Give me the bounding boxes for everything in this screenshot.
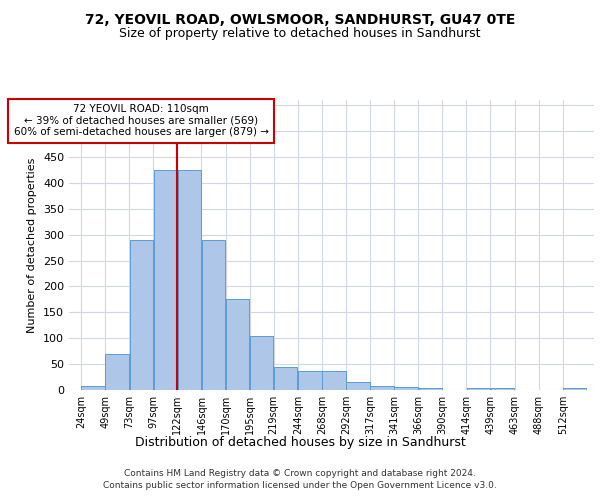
Text: 72, YEOVIL ROAD, OWLSMOOR, SANDHURST, GU47 0TE: 72, YEOVIL ROAD, OWLSMOOR, SANDHURST, GU… [85,12,515,26]
Bar [82,386,105,390]
Bar [130,240,153,390]
Bar [563,388,586,390]
Bar [274,366,298,390]
Bar [250,336,274,390]
Bar [370,386,394,390]
Text: Size of property relative to detached houses in Sandhurst: Size of property relative to detached ho… [119,28,481,40]
Text: Distribution of detached houses by size in Sandhurst: Distribution of detached houses by size … [134,436,466,449]
Bar [202,240,225,390]
Bar [322,371,346,390]
Bar [419,388,442,390]
Bar [394,388,418,390]
Bar [154,170,177,390]
Bar [346,382,370,390]
Bar [298,371,322,390]
Y-axis label: Number of detached properties: Number of detached properties [28,158,37,332]
Text: Contains HM Land Registry data © Crown copyright and database right 2024.: Contains HM Land Registry data © Crown c… [124,470,476,478]
Text: Contains public sector information licensed under the Open Government Licence v3: Contains public sector information licen… [103,482,497,490]
Bar [226,300,249,390]
Bar [467,388,490,390]
Text: 72 YEOVIL ROAD: 110sqm
← 39% of detached houses are smaller (569)
60% of semi-de: 72 YEOVIL ROAD: 110sqm ← 39% of detached… [14,104,269,138]
Bar [106,354,129,390]
Bar [491,388,514,390]
Bar [178,170,201,390]
